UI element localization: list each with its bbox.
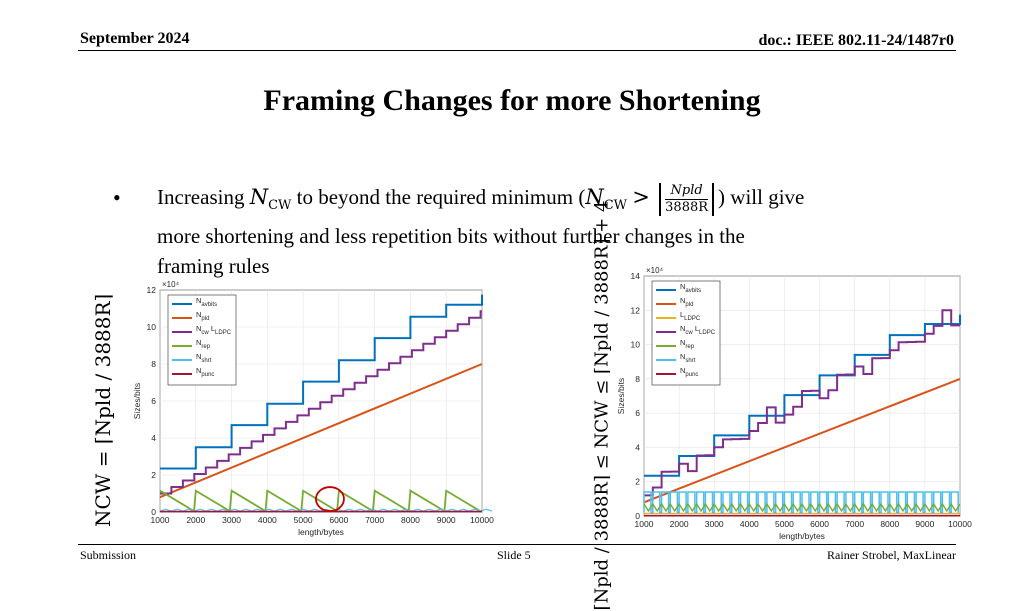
x-tick-label: 10000 bbox=[470, 515, 494, 525]
series-shrt-line bbox=[643, 491, 959, 514]
footer-author: Rainer Strobel, MaxLinear bbox=[827, 548, 956, 562]
x-tick-label: 5000 bbox=[775, 519, 794, 529]
x-tick-label: 9000 bbox=[437, 515, 456, 525]
series-cw-ldpc-line bbox=[160, 310, 482, 495]
y-exponent-label: ×10⁴ bbox=[646, 266, 664, 275]
bullet-text-part-3: ) will give bbox=[718, 185, 805, 209]
x-tick-label: 3000 bbox=[222, 515, 241, 525]
legend-box bbox=[167, 294, 237, 386]
x-tick-label: 8000 bbox=[401, 515, 420, 525]
legend-label-rep: Nrep bbox=[680, 338, 695, 350]
series-pld-line bbox=[159, 363, 483, 499]
x-tick-label: 10000 bbox=[948, 519, 972, 529]
x-tick-label: 5000 bbox=[294, 515, 313, 525]
x-tick-label: 2000 bbox=[186, 515, 205, 525]
y-tick-label: 8 bbox=[635, 374, 640, 384]
y-tick-label: 6 bbox=[635, 408, 640, 418]
legend-label-punc: Npunc bbox=[680, 366, 698, 378]
series-rep-line bbox=[159, 489, 481, 513]
x-axis-label: length/bytes bbox=[298, 527, 344, 537]
y-tick-label: 2 bbox=[151, 470, 156, 480]
y-tick-label: 14 bbox=[631, 271, 641, 281]
left-equation-label: NCW = ⌈Npld / 3888R⌉ bbox=[91, 293, 115, 527]
slide-title: Framing Changes for more Shortening bbox=[263, 84, 761, 117]
right-chart: 1000 2000 3000 4000 5000 6000 7000 8000 9000 1000… bbox=[616, 266, 972, 541]
series-avbits-line bbox=[160, 294, 483, 470]
series-rep-line bbox=[643, 502, 961, 513]
y-tick-label: 2 bbox=[635, 477, 640, 487]
x-tick-label: 1000 bbox=[635, 519, 654, 529]
x-tick-label: 6000 bbox=[329, 515, 348, 525]
series-pld-line bbox=[643, 377, 961, 504]
series-cw-ldpc-line bbox=[644, 309, 960, 497]
series-group bbox=[159, 294, 493, 513]
legend: Navbits Npld LLDPC Ncw LLDPC Nrep Nshrt Npunc bbox=[651, 280, 721, 386]
x-tick-label: 7000 bbox=[845, 519, 864, 529]
legend-label-cw: Ncw LLDPC bbox=[680, 324, 716, 336]
bullet-text-part-1: Increasing bbox=[157, 185, 245, 209]
bullet-text-part-2: to beyond the required minimum ( bbox=[296, 185, 586, 209]
y-tick-label: 10 bbox=[631, 340, 641, 350]
y-tick-label: 4 bbox=[635, 442, 640, 452]
legend-label-pld: Npld bbox=[680, 296, 693, 308]
y-axis-label: Sizes/bits bbox=[132, 383, 142, 419]
y-tick-label: 8 bbox=[151, 359, 156, 369]
bullet-line-2: more shortening and less repetition bits… bbox=[157, 224, 745, 249]
footer-slide-number: Slide 5 bbox=[497, 548, 531, 562]
legend-label-punc: Npunc bbox=[196, 366, 214, 378]
legend: Navbits Npld Ncw LLDPC Nrep Nshrt Npunc bbox=[167, 294, 237, 386]
x-tick-label: 6000 bbox=[810, 519, 829, 529]
legend-label-pld: Npld bbox=[196, 310, 209, 322]
legend-label-shrt: Nshrt bbox=[196, 352, 212, 364]
annotation-circle bbox=[315, 486, 345, 512]
bullet-marker: • bbox=[113, 185, 121, 210]
legend-label-cw: Ncw LLDPC bbox=[196, 324, 232, 336]
x-tick-label: 4000 bbox=[740, 519, 759, 529]
x-tick-label: 3000 bbox=[705, 519, 724, 529]
legend-label-rep: Nrep bbox=[196, 338, 211, 350]
series-group bbox=[643, 309, 961, 517]
legend-label-ldpc: LLDPC bbox=[680, 310, 701, 322]
ceiling-fraction: Npld 3888R bbox=[659, 182, 715, 216]
x-tick-label: 4000 bbox=[258, 515, 277, 525]
y-exponent-label: ×10⁴ bbox=[162, 280, 180, 289]
header-doc-id: doc.: IEEE 802.11-24/1487r0 bbox=[758, 32, 954, 49]
left-chart: 1000 2000 3000 4000 5000 6000 7000 8000 9000 1000… bbox=[132, 280, 494, 537]
x-tick-label: 7000 bbox=[365, 515, 384, 525]
y-tick-label: 12 bbox=[147, 285, 157, 295]
y-tick-label: 4 bbox=[151, 433, 156, 443]
y-axis-label: Sizes/bits bbox=[616, 378, 626, 414]
legend-label-avbits: Navbits bbox=[196, 296, 217, 308]
x-tick-label: 2000 bbox=[670, 519, 689, 529]
y-tick-label: 12 bbox=[631, 305, 641, 315]
x-tick-label: 1000 bbox=[151, 515, 170, 525]
x-tick-label: 8000 bbox=[880, 519, 899, 529]
legend-label-avbits: Navbits bbox=[680, 282, 701, 294]
bullet-text: Increasing NCW to beyond the required mi… bbox=[157, 182, 947, 281]
right-inequality-label: ⌈Npld / 3888R⌉ ≤ NCW ≤ ⌈Npld / 3888R⌉ + … bbox=[591, 200, 613, 611]
header-date: September 2024 bbox=[80, 30, 190, 47]
condition-symbol: NCW bbox=[585, 185, 628, 214]
footer-divider bbox=[78, 544, 956, 545]
footer-submission: Submission bbox=[80, 548, 137, 562]
x-tick-label: 9000 bbox=[915, 519, 934, 529]
ncw-symbol: NCW bbox=[249, 185, 292, 214]
y-tick-label: 0 bbox=[151, 507, 156, 517]
x-axis-label: length/bytes bbox=[779, 531, 825, 541]
y-tick-label: 6 bbox=[151, 396, 156, 406]
bullet-line-3: framing rules bbox=[157, 254, 270, 279]
y-tick-label: 10 bbox=[147, 322, 157, 332]
greater-than-sign: > bbox=[632, 185, 650, 209]
header-divider bbox=[78, 50, 956, 51]
y-tick-label: 0 bbox=[635, 511, 640, 521]
legend-label-shrt: Nshrt bbox=[680, 352, 696, 364]
series-shrt-line bbox=[159, 508, 493, 512]
